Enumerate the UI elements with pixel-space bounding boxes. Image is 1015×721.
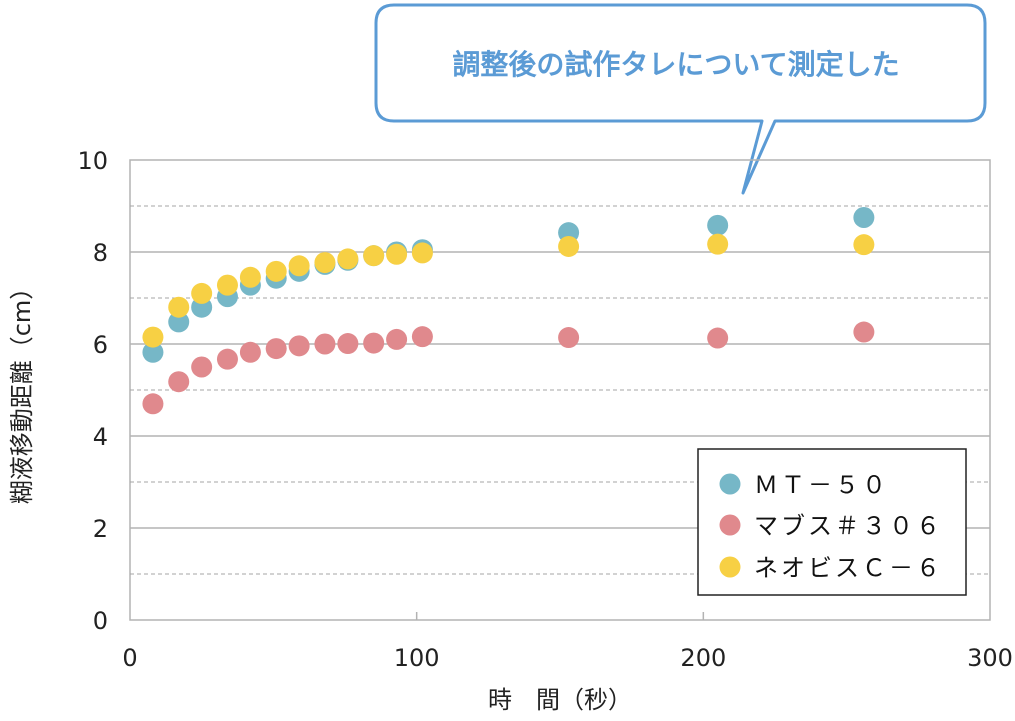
data-point	[288, 255, 310, 277]
data-point	[239, 266, 261, 288]
legend-marker	[719, 514, 741, 536]
x-tick-label: 200	[680, 644, 726, 672]
legend-label: ネオビスＣ－６	[754, 554, 943, 582]
data-point	[853, 234, 875, 256]
callout-bubble	[374, 3, 987, 195]
y-tick-label: 10	[77, 147, 108, 175]
legend: ＭＴ－５０ マブス＃３０６ ネオビスＣ－６	[697, 448, 967, 596]
data-point	[142, 393, 164, 415]
y-tick-label: 2	[93, 515, 108, 543]
data-point	[386, 243, 408, 265]
x-tick-label: 100	[394, 644, 440, 672]
data-point	[191, 356, 213, 378]
legend-marker	[719, 556, 741, 578]
data-point	[265, 338, 287, 360]
data-point	[168, 311, 190, 333]
data-point	[707, 327, 729, 349]
legend-marker	[719, 473, 741, 495]
x-axis-label: 時 間（秒）	[488, 686, 632, 714]
data-point	[239, 341, 261, 363]
x-tick-label: 300	[967, 644, 1013, 672]
data-point	[386, 328, 408, 350]
callout-text: 調整後の試作タレについて測定した	[452, 48, 899, 81]
y-tick-label: 0	[93, 607, 108, 635]
data-point	[337, 248, 359, 270]
y-axis-label: 糊液移動距離（cm）	[8, 276, 36, 505]
y-tick-label: 8	[93, 239, 108, 267]
data-points	[142, 207, 875, 415]
data-point	[707, 214, 729, 236]
series-2	[142, 233, 875, 348]
data-point	[363, 332, 385, 354]
data-point	[265, 260, 287, 282]
data-point	[314, 333, 336, 355]
x-tick-label: 0	[122, 644, 137, 672]
legend-label: マブス＃３０６	[754, 512, 943, 540]
legend-label: ＭＴ－５０	[754, 471, 889, 499]
y-tick-label: 6	[93, 331, 108, 359]
axes: 0 100 200 300 0 2 4 6 8 10	[77, 147, 1012, 672]
data-point	[288, 335, 310, 357]
data-point	[411, 242, 433, 264]
callout: 調整後の試作タレについて測定した	[374, 3, 987, 195]
series-1	[142, 321, 875, 415]
plot-area: 0 100 200 300 0 2 4 6 8 10	[77, 147, 1012, 672]
data-point	[142, 341, 164, 363]
data-point	[853, 321, 875, 343]
data-point	[168, 296, 190, 318]
data-point	[168, 371, 190, 393]
data-point	[337, 333, 359, 355]
data-point	[853, 207, 875, 228]
data-point	[363, 245, 385, 267]
data-point	[411, 326, 433, 348]
data-point	[707, 233, 729, 255]
data-point	[216, 348, 238, 370]
data-point	[558, 235, 580, 257]
legend-box	[697, 448, 967, 596]
data-point	[558, 327, 580, 349]
data-point	[216, 274, 238, 296]
data-point	[191, 282, 213, 304]
data-point	[142, 326, 164, 348]
data-point	[314, 252, 336, 274]
y-tick-label: 4	[93, 423, 108, 451]
